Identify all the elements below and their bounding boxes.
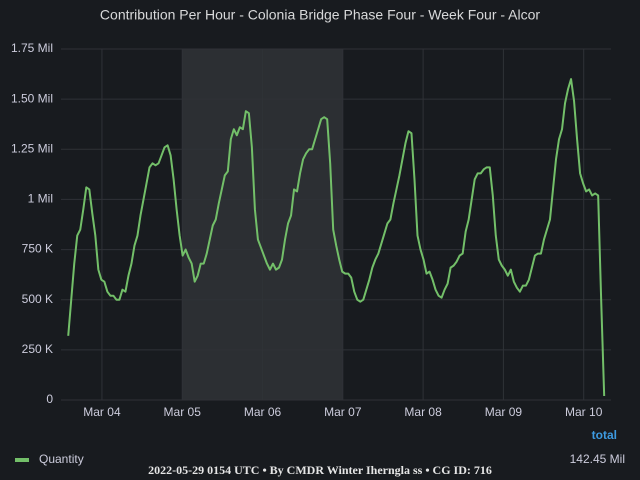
x-tick-label: Mar 07 — [324, 405, 362, 419]
x-tick-label: Mar 04 — [83, 405, 121, 419]
y-tick-label: 750 K — [22, 242, 53, 256]
legend-header[interactable]: total — [592, 428, 617, 442]
y-tick-label: 1.75 Mil — [11, 41, 53, 55]
legend-value: 142.45 Mil — [570, 452, 625, 466]
y-tick-label: 1.25 Mil — [11, 141, 53, 155]
chart-title: Contribution Per Hour - Colonia Bridge P… — [100, 7, 540, 23]
x-tick-label: Mar 08 — [404, 405, 442, 419]
x-tick-label: Mar 06 — [244, 405, 282, 419]
footer: 2022-05-29 0154 UTC • By CMDR Winter Ihe… — [148, 463, 492, 477]
y-tick-label: 0 — [46, 392, 53, 406]
y-tick-label: 250 K — [22, 342, 53, 356]
x-tick-label: Mar 10 — [565, 405, 603, 419]
line-series — [67, 78, 606, 397]
x-tick-label: Mar 09 — [485, 405, 523, 419]
y-tick-label: 1.50 Mil — [11, 91, 53, 105]
y-tick-label: 1 Mil — [28, 192, 53, 206]
y-tick-label: 500 K — [22, 292, 53, 306]
x-tick-label: Mar 05 — [164, 405, 202, 419]
legend-label[interactable]: Quantity — [39, 452, 84, 466]
